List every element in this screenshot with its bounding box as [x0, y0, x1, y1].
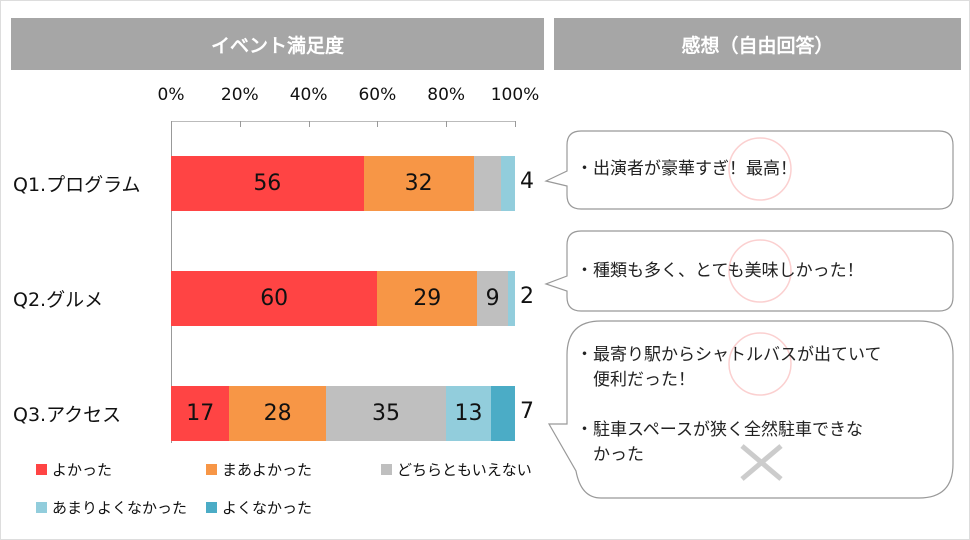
bar-segment: 32 — [363, 156, 474, 211]
x-tick-mark — [515, 121, 516, 127]
bar-segment: 29 — [377, 271, 478, 326]
legend-swatch — [36, 502, 47, 513]
legend-swatch — [36, 464, 47, 475]
legend-item: よくなかった — [206, 497, 312, 518]
data-label: 56 — [253, 171, 282, 196]
data-label-outside: 2 — [520, 284, 534, 309]
decor-circle-icon — [728, 239, 792, 303]
category-label: Q3.アクセス — [13, 404, 122, 426]
x-tick-mark — [239, 121, 241, 127]
data-label: 13 — [454, 401, 483, 426]
x-tick-mark — [308, 121, 310, 127]
bar-segment — [490, 386, 515, 441]
comment-q1: ・出演者が豪華すぎ！最高！ — [576, 157, 797, 182]
bubble-q2 — [544, 230, 954, 312]
bar-segment: 35 — [325, 386, 447, 441]
legend-item: あまりよくなかった — [36, 497, 187, 518]
legend-swatch — [381, 464, 392, 475]
data-label-outside: 4 — [520, 169, 534, 194]
bubble-q3 — [547, 320, 954, 499]
legend-label: よかった — [52, 461, 113, 479]
bar-segment: 9 — [477, 271, 509, 326]
x-axis-line — [171, 121, 515, 122]
legend-label: どちらともいえない — [397, 461, 532, 479]
bubble-q1 — [544, 130, 954, 210]
legend-item: よかった — [36, 459, 112, 480]
bar-segment: 17 — [171, 386, 230, 441]
comment-line: ・最寄り駅からシャトルバスが出ていて — [576, 345, 882, 365]
legend-label: よくなかった — [222, 499, 313, 517]
bar-segment — [501, 156, 515, 211]
bar-segment: 13 — [446, 386, 491, 441]
data-label: 9 — [485, 286, 500, 311]
bar-segment: 60 — [171, 271, 378, 326]
satisfaction-header: イベント満足度 — [11, 18, 544, 70]
comment-line: かった — [576, 445, 644, 465]
x-tick-mark — [377, 121, 379, 127]
x-tick-mark — [446, 121, 448, 127]
comment-line: ・駐車スペースが狭く全然駐車できな — [576, 420, 863, 440]
x-tick-label: 60% — [358, 85, 397, 105]
data-label: 17 — [186, 401, 215, 426]
bar-segment — [473, 156, 502, 211]
decor-circle-icon — [728, 137, 792, 201]
cross-icon — [740, 444, 783, 481]
legend-swatch — [206, 464, 217, 475]
legend-label: まあよかった — [222, 461, 313, 479]
x-tick-label: 20% — [220, 85, 259, 105]
x-tick-label: 0% — [157, 85, 185, 105]
data-label: 60 — [260, 286, 289, 311]
data-label: 28 — [263, 401, 292, 426]
bar-segment: 56 — [171, 156, 364, 211]
comment-q2: ・種類も多く、とても美味しかった！ — [576, 259, 864, 284]
category-label: Q1.プログラム — [13, 174, 141, 196]
legend-swatch — [206, 502, 217, 513]
comment-line: 便利だった！ — [576, 370, 695, 390]
comments-header: 感想（自由回答） — [554, 18, 961, 70]
legend-item: どちらともいえない — [381, 459, 532, 480]
x-tick-label: 100% — [490, 85, 540, 105]
x-tick-label: 40% — [289, 85, 328, 105]
comment-q3: ・最寄り駅からシャトルバスが出ていて 便利だった！ ・駐車スペースが狭く全然駐車… — [576, 343, 882, 468]
data-label: 35 — [371, 401, 400, 426]
data-label-outside: 7 — [520, 399, 534, 424]
comment-line: ・種類も多く、とても美味しかった！ — [576, 261, 864, 281]
x-tick-label: 80% — [427, 85, 466, 105]
legend-item: まあよかった — [206, 459, 312, 480]
bar-segment — [508, 271, 515, 326]
comment-spacer — [576, 393, 882, 418]
bar-segment: 28 — [229, 386, 326, 441]
decor-circle-icon — [728, 332, 792, 396]
data-label: 29 — [413, 286, 442, 311]
legend-label: あまりよくなかった — [52, 499, 188, 517]
data-label: 32 — [404, 171, 433, 196]
category-label: Q2.グルメ — [13, 289, 104, 311]
comment-line: ・出演者が豪華すぎ！最高！ — [576, 159, 797, 179]
x-tick-mark — [171, 121, 172, 127]
